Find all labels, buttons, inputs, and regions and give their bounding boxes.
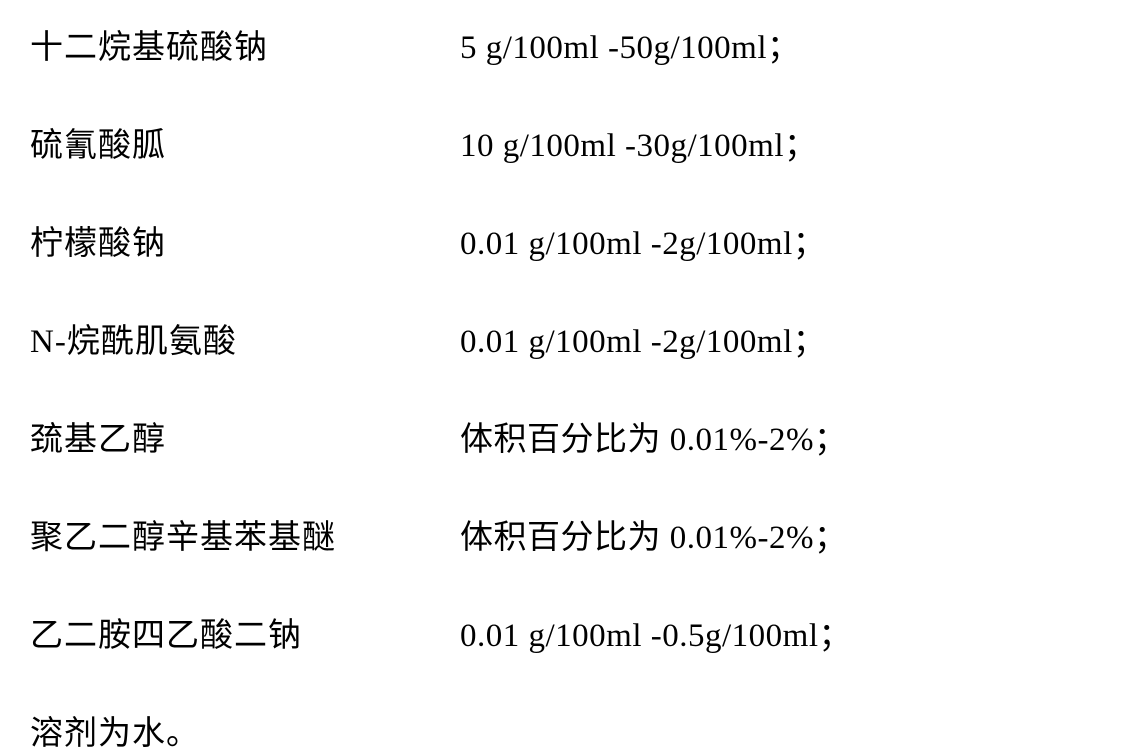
ingredient-name: 巯基乙醇 (30, 412, 460, 460)
ingredient-name: 十二烷基硫酸钠 (30, 20, 460, 68)
table-row: 聚乙二醇辛基苯基醚 体积百分比为 0.01%-2%； (30, 510, 1096, 558)
ingredient-name: 聚乙二醇辛基苯基醚 (30, 510, 460, 558)
ingredient-value: 5 g/100ml -50g/100ml； (460, 20, 801, 68)
table-row: 十二烷基硫酸钠 5 g/100ml -50g/100ml； (30, 20, 1096, 68)
ingredient-value: 体积百分比为 0.01%-2%； (460, 412, 847, 460)
table-row: N-烷酰肌氨酸 0.01 g/100ml -2g/100ml； (30, 314, 1096, 362)
ingredient-value: 0.01 g/100ml -2g/100ml； (460, 314, 826, 362)
ingredient-value: 体积百分比为 0.01%-2%； (460, 510, 847, 558)
table-row: 硫氰酸胍 10 g/100ml -30g/100ml； (30, 118, 1096, 166)
ingredient-name: 硫氰酸胍 (30, 118, 460, 166)
ingredient-name: 乙二胺四乙酸二钠 (30, 608, 460, 656)
ingredient-name: 柠檬酸钠 (30, 216, 460, 264)
solvent-note: 溶剂为水。 (30, 706, 1096, 754)
table-row: 柠檬酸钠 0.01 g/100ml -2g/100ml； (30, 216, 1096, 264)
composition-table: 十二烷基硫酸钠 5 g/100ml -50g/100ml； 硫氰酸胍 10 g/… (30, 20, 1096, 754)
table-row: 乙二胺四乙酸二钠 0.01 g/100ml -0.5g/100ml； (30, 608, 1096, 656)
ingredient-value: 10 g/100ml -30g/100ml； (460, 118, 818, 166)
ingredient-name: N-烷酰肌氨酸 (30, 314, 460, 362)
table-row: 巯基乙醇 体积百分比为 0.01%-2%； (30, 412, 1096, 460)
ingredient-value: 0.01 g/100ml -2g/100ml； (460, 216, 826, 264)
ingredient-value: 0.01 g/100ml -0.5g/100ml； (460, 608, 852, 656)
